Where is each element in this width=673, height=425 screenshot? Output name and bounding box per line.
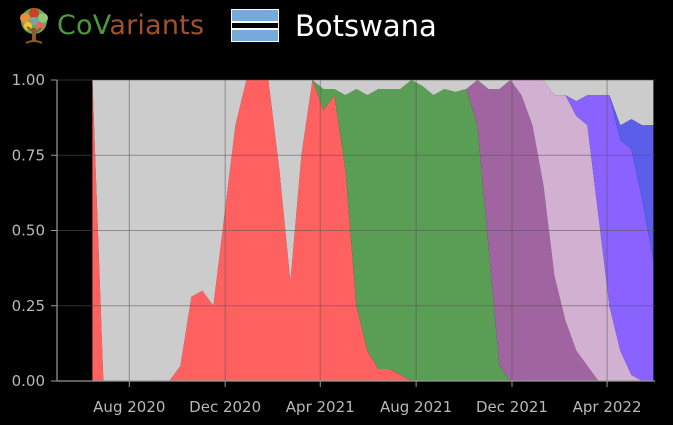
x-tick-label-0: Aug 2020 [93, 398, 165, 416]
brand-part-1: Co [57, 10, 93, 41]
y-tick-label-2: 0.50 [12, 222, 45, 240]
x-tick-label-4: Dec 2021 [476, 398, 548, 416]
y-tick-label-4: 1.00 [12, 71, 45, 89]
x-tick-label-3: Aug 2021 [380, 398, 452, 416]
y-tick-label-1: 0.25 [12, 297, 45, 315]
brand-part-2: V [92, 10, 110, 41]
brand-name[interactable]: CoVariants [57, 8, 204, 44]
y-tick-label-3: 0.75 [12, 146, 45, 164]
tree-icon[interactable] [14, 6, 54, 46]
variant-area-chart: 0.00 0.25 0.50 0.75 1.00 Aug 2020 Dec 2020 Apr … [12, 71, 655, 416]
y-tick-label-0: 0.00 [12, 372, 45, 390]
series-area-5 [92, 80, 654, 381]
x-tick-label-5: Apr 2022 [573, 398, 642, 416]
x-tick-label-2: Apr 2021 [286, 398, 355, 416]
series-area-4 [92, 80, 654, 381]
x-tick-label-1: Dec 2020 [189, 398, 261, 416]
page-header: CoVariants Botswana [0, 0, 673, 56]
axes: 0.00 0.25 0.50 0.75 1.00 Aug 2020 Dec 2020 Apr … [12, 71, 655, 416]
botswana-flag-icon [231, 9, 279, 42]
country-title: Botswana [295, 9, 437, 43]
brand-part-3: ariants [109, 10, 205, 41]
